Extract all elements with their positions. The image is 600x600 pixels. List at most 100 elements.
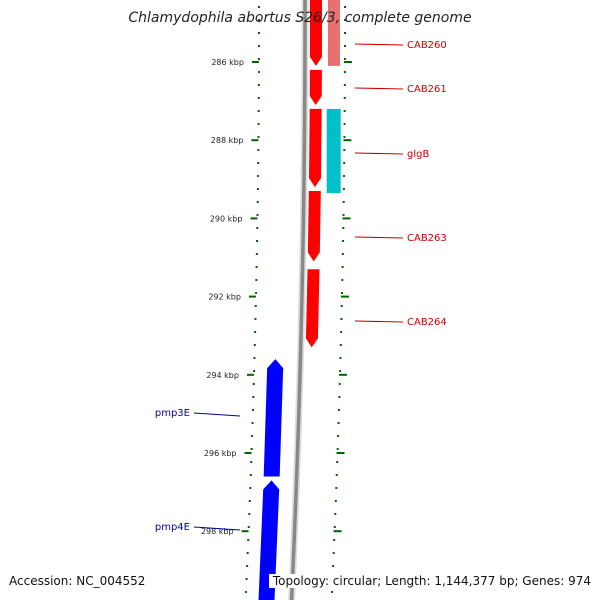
minor-tick	[253, 344, 256, 346]
minor-tick	[343, 32, 346, 34]
minor-tick	[342, 227, 345, 229]
minor-tick	[255, 292, 258, 294]
minor-tick	[255, 253, 258, 255]
minor-tick	[333, 539, 336, 541]
minor-tick	[333, 526, 336, 528]
minor-tick	[343, 58, 346, 60]
leader-line	[193, 412, 241, 417]
minor-tick	[340, 318, 343, 320]
minor-tick	[332, 552, 335, 554]
genome-backbone	[289, 0, 307, 600]
minor-tick	[257, 162, 260, 164]
minor-tick	[343, 110, 346, 112]
minor-tick	[251, 409, 254, 411]
minor-tick	[257, 110, 260, 112]
gene-glgb	[309, 108, 322, 188]
minor-tick	[248, 500, 251, 502]
minor-tick	[334, 500, 337, 502]
minor-tick	[257, 175, 260, 177]
minor-tick	[252, 396, 255, 398]
minor-tick	[258, 19, 260, 21]
gene-cab264	[305, 269, 320, 348]
minor-tick	[256, 188, 259, 190]
minor-tick	[250, 448, 253, 450]
gene-label-cab263: CAB263	[407, 233, 447, 244]
major-tick-inner	[251, 139, 259, 142]
minor-tick	[252, 383, 255, 385]
minor-tick	[330, 591, 333, 593]
gene-label-cab260: CAB260	[407, 40, 447, 51]
minor-tick	[249, 487, 252, 489]
genome-summary: Topology: circular; Length: 1,144,377 bp…	[268, 574, 591, 588]
minor-tick	[343, 45, 346, 47]
feature-glgb	[326, 108, 341, 193]
gene-label-pmp3e: pmp3E	[155, 408, 190, 419]
axis-tick-label: 298 kbp	[201, 527, 234, 536]
minor-tick	[343, 175, 346, 177]
major-tick-inner	[251, 61, 259, 63]
leader-line	[354, 87, 404, 90]
minor-tick	[250, 461, 253, 463]
minor-tick	[257, 84, 260, 86]
minor-tick	[339, 357, 342, 359]
minor-tick	[334, 513, 337, 515]
minor-tick	[253, 357, 256, 359]
minor-tick	[341, 253, 344, 255]
minor-tick	[251, 422, 254, 424]
major-tick-outer	[333, 530, 342, 533]
leader-line	[354, 320, 404, 323]
minor-tick	[257, 136, 260, 138]
major-tick-inner	[248, 295, 256, 298]
minor-tick	[343, 71, 346, 73]
feature-cab260	[327, 0, 340, 66]
axis-tick-label: 294 kbp	[206, 371, 239, 380]
major-tick-inner	[246, 373, 254, 376]
major-tick-inner	[241, 530, 249, 533]
minor-tick	[256, 227, 259, 229]
minor-tick	[342, 214, 345, 216]
minor-tick	[248, 513, 251, 515]
minor-tick	[343, 6, 346, 8]
leader-line	[354, 152, 404, 155]
minor-tick	[247, 539, 250, 541]
accession-label: Accession: NC_004552	[9, 574, 150, 588]
minor-tick	[257, 58, 260, 60]
minor-tick	[249, 474, 252, 476]
minor-tick	[337, 422, 340, 424]
minor-tick	[342, 201, 345, 203]
minor-tick	[251, 435, 254, 437]
gene-pmp4e	[258, 480, 280, 600]
major-tick-outer	[343, 61, 352, 63]
gene-label-pmp4e: pmp4E	[155, 522, 190, 533]
minor-tick	[337, 409, 340, 411]
minor-tick	[343, 136, 346, 138]
minor-tick	[256, 201, 259, 203]
gene-pmp3e	[263, 359, 284, 477]
major-tick-inner	[250, 217, 258, 220]
axis-tick-label: 296 kbp	[204, 449, 237, 458]
gene-label-glgb: glgB	[407, 149, 429, 160]
gene-label-cab264: CAB264	[407, 317, 447, 328]
leader-line	[354, 43, 404, 46]
minor-tick	[339, 370, 342, 372]
minor-tick	[254, 318, 257, 320]
minor-tick	[343, 123, 346, 125]
major-tick-outer	[336, 452, 345, 454]
major-tick-outer	[338, 373, 347, 376]
gene-cab260	[309, 0, 322, 66]
minor-tick	[342, 240, 345, 242]
minor-tick	[335, 474, 338, 476]
minor-tick	[257, 45, 260, 47]
gene-label-cab261: CAB261	[407, 84, 447, 95]
leader-line	[354, 236, 404, 239]
gene-cab261	[309, 69, 322, 106]
minor-tick	[244, 591, 247, 593]
minor-tick	[341, 279, 344, 281]
major-tick-inner	[244, 452, 252, 454]
axis-tick-label: 290 kbp	[210, 214, 243, 223]
minor-tick	[245, 578, 248, 580]
minor-tick	[335, 487, 338, 489]
minor-tick	[257, 97, 260, 99]
minor-tick	[253, 370, 256, 372]
